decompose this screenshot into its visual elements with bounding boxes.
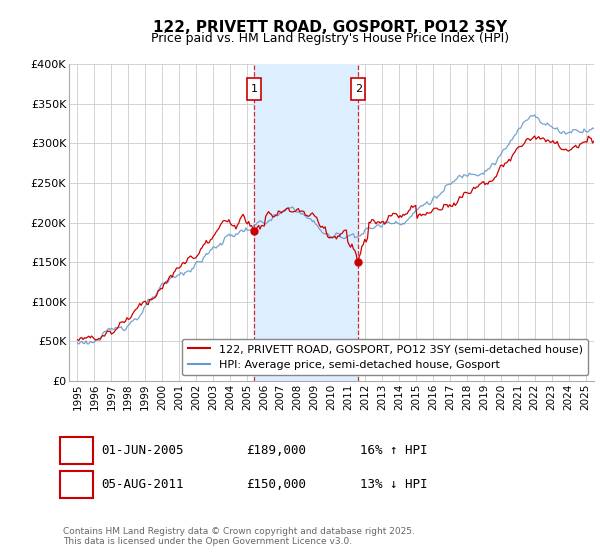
Bar <box>254 64 358 381</box>
Text: £150,000: £150,000 <box>246 478 306 491</box>
Text: 05-AUG-2011: 05-AUG-2011 <box>101 478 184 491</box>
Text: 2: 2 <box>355 84 362 94</box>
Legend: 122, PRIVETT ROAD, GOSPORT, PO12 3SY (semi-detached house), HPI: Average price, : 122, PRIVETT ROAD, GOSPORT, PO12 3SY (se… <box>182 339 589 375</box>
Text: 122, PRIVETT ROAD, GOSPORT, PO12 3SY: 122, PRIVETT ROAD, GOSPORT, PO12 3SY <box>153 20 507 35</box>
Text: £189,000: £189,000 <box>246 444 306 458</box>
FancyBboxPatch shape <box>352 78 365 100</box>
Text: Contains HM Land Registry data © Crown copyright and database right 2025.
This d: Contains HM Land Registry data © Crown c… <box>63 526 415 546</box>
Text: 01-JUN-2005: 01-JUN-2005 <box>101 444 184 458</box>
Text: 2: 2 <box>73 478 80 491</box>
FancyBboxPatch shape <box>247 78 261 100</box>
Text: 16% ↑ HPI: 16% ↑ HPI <box>360 444 427 458</box>
Text: Price paid vs. HM Land Registry's House Price Index (HPI): Price paid vs. HM Land Registry's House … <box>151 32 509 45</box>
Text: 1: 1 <box>250 84 257 94</box>
Text: 1: 1 <box>73 444 80 458</box>
Text: 13% ↓ HPI: 13% ↓ HPI <box>360 478 427 491</box>
